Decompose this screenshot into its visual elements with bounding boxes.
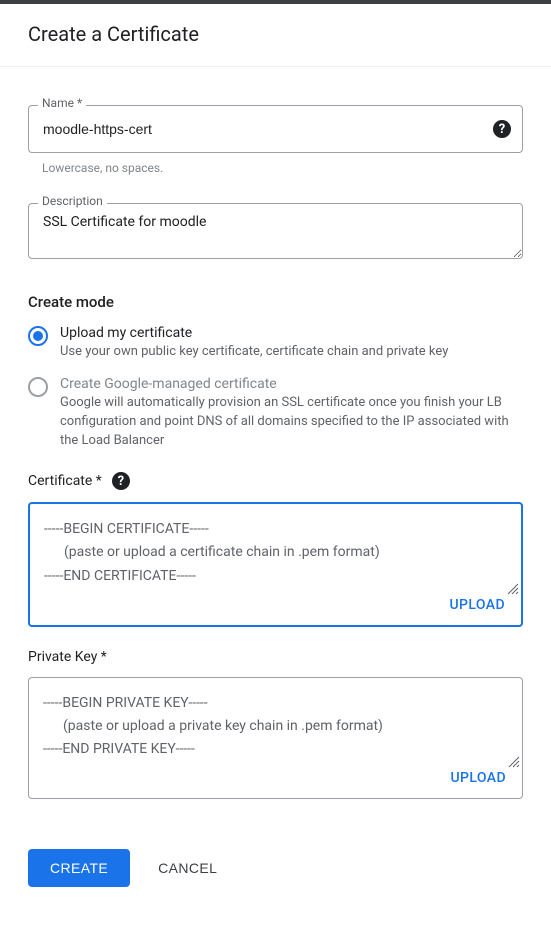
- page-title: Create a Certificate: [0, 4, 551, 67]
- certificate-label-row: Certificate * ?: [28, 472, 523, 490]
- placeholder-line: -----BEGIN PRIVATE KEY-----: [43, 692, 508, 715]
- radio-option-upload[interactable]: Upload my certificate Use your own publi…: [28, 325, 523, 362]
- placeholder-line: -----BEGIN CERTIFICATE-----: [44, 518, 507, 541]
- name-label: Name *: [38, 96, 86, 110]
- radio-option-google-managed[interactable]: Create Google-managed certificate Google…: [28, 376, 523, 451]
- help-icon[interactable]: ?: [493, 120, 511, 138]
- radio-title: Upload my certificate: [60, 325, 448, 341]
- name-hint: Lowercase, no spaces.: [42, 161, 523, 175]
- name-field-wrap: Name * ?: [28, 105, 523, 153]
- upload-certificate-button[interactable]: UPLOAD: [449, 597, 505, 613]
- upload-private-key-button[interactable]: UPLOAD: [450, 770, 506, 786]
- radio-desc: Use your own public key certificate, cer…: [60, 343, 448, 362]
- private-key-box: -----BEGIN PRIVATE KEY----- (paste or up…: [28, 677, 523, 799]
- create-button[interactable]: CREATE: [28, 849, 130, 887]
- action-row: CREATE CANCEL: [28, 849, 523, 887]
- radio-text: Upload my certificate Use your own publi…: [60, 325, 448, 362]
- cancel-button[interactable]: CANCEL: [158, 860, 217, 876]
- create-mode-group: Upload my certificate Use your own publi…: [28, 325, 523, 450]
- help-icon[interactable]: ?: [112, 472, 130, 490]
- private-key-label-row: Private Key *: [28, 649, 523, 665]
- certificate-label: Certificate *: [28, 473, 102, 489]
- placeholder-line: -----END PRIVATE KEY-----: [43, 738, 508, 761]
- description-field-wrap: Description: [28, 203, 523, 263]
- create-mode-heading: Create mode: [28, 293, 523, 311]
- name-input[interactable]: [28, 105, 523, 153]
- description-label: Description: [38, 194, 107, 208]
- private-key-label: Private Key *: [28, 649, 107, 665]
- radio-text: Create Google-managed certificate Google…: [60, 376, 523, 451]
- radio-icon: [28, 377, 48, 397]
- placeholder-line: -----END CERTIFICATE-----: [44, 565, 507, 588]
- description-input[interactable]: [28, 203, 523, 259]
- private-key-textarea[interactable]: -----BEGIN PRIVATE KEY----- (paste or up…: [29, 678, 522, 767]
- radio-desc: Google will automatically provision an S…: [60, 394, 523, 451]
- placeholder-line: (paste or upload a private key chain in …: [43, 715, 508, 738]
- certificate-box: -----BEGIN CERTIFICATE----- (paste or up…: [28, 502, 523, 626]
- form-content: Name * ? Lowercase, no spaces. Descripti…: [0, 67, 551, 917]
- placeholder-line: (paste or upload a certificate chain in …: [44, 541, 507, 564]
- radio-icon: [28, 326, 48, 346]
- radio-title: Create Google-managed certificate: [60, 376, 523, 392]
- certificate-textarea[interactable]: -----BEGIN CERTIFICATE----- (paste or up…: [30, 504, 521, 593]
